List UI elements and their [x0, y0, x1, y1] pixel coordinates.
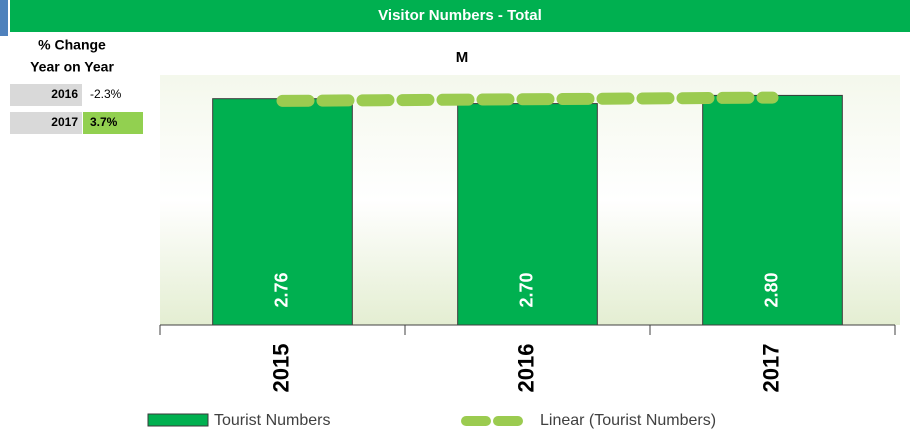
value-label: 2.76 [271, 272, 291, 307]
change-value: -2.3% [90, 87, 122, 101]
bar [457, 103, 598, 326]
year-label: 2017 [51, 115, 78, 129]
x-tick-label: 2016 [513, 344, 538, 393]
table-title: % Change [38, 37, 106, 53]
x-tick-label: 2017 [758, 344, 783, 393]
change-value: 3.7% [90, 115, 118, 129]
trendline [276, 91, 779, 107]
legend-label: Linear (Tourist Numbers) [540, 412, 716, 429]
chart-title: M [456, 49, 469, 66]
header-title: Visitor Numbers - Total [378, 7, 542, 24]
value-label: 2.70 [516, 272, 536, 307]
bar [212, 98, 353, 326]
year-cell [10, 112, 82, 134]
legend-swatch [147, 413, 209, 427]
year-label: 2016 [51, 87, 78, 101]
year-cell [10, 84, 82, 106]
value-label: 2.80 [761, 272, 781, 307]
table-title: Year on Year [30, 59, 114, 75]
bar [702, 94, 843, 326]
header-bar [10, 0, 910, 32]
change-cell [83, 112, 143, 134]
legend-label: Tourist Numbers [214, 412, 330, 429]
x-tick-label: 2015 [268, 344, 293, 393]
side-strip [0, 0, 8, 36]
